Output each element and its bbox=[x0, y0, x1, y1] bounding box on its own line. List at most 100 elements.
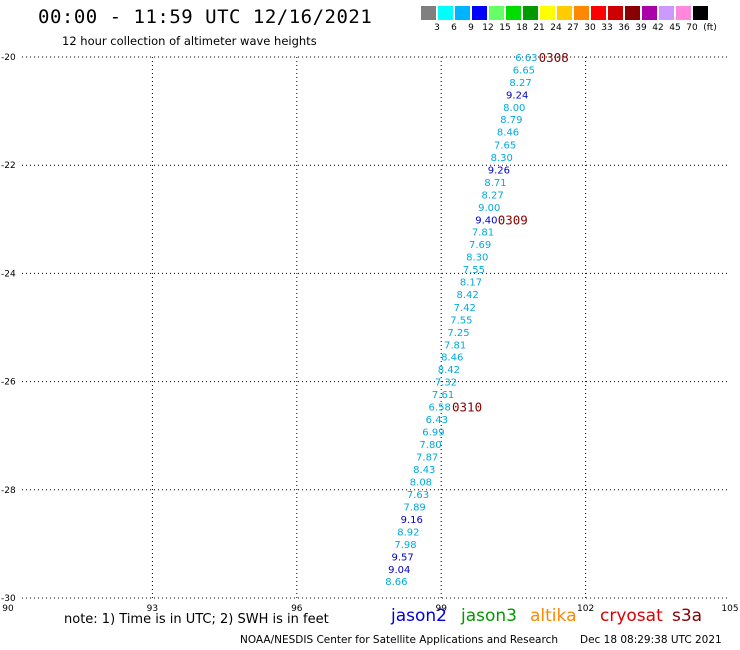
swh-value-label: 8.43 bbox=[413, 465, 435, 476]
swh-value-label: 8.42 bbox=[438, 365, 460, 376]
time-annotation: 0308 bbox=[539, 50, 569, 65]
swh-value-label: 8.79 bbox=[500, 115, 522, 126]
satellite-label-jason3: jason3 bbox=[461, 606, 517, 626]
swh-value-label: 6.43 bbox=[426, 415, 448, 426]
scale-label: 12 bbox=[482, 23, 494, 33]
x-tick-label: 96 bbox=[291, 604, 303, 614]
scale-swatch bbox=[557, 6, 572, 20]
scale-label: 30 bbox=[584, 23, 596, 33]
y-tick-label: -26 bbox=[1, 378, 16, 388]
data-point-labels: 6.636.658.279.248.008.798.467.658.309.26… bbox=[385, 53, 537, 588]
scale-swatch bbox=[574, 6, 589, 20]
scale-swatch bbox=[608, 6, 623, 20]
swh-value-label: 6.58 bbox=[429, 402, 451, 413]
x-tick-label: 90 bbox=[2, 604, 14, 614]
scale-label: 27 bbox=[567, 23, 579, 33]
swh-value-label: 8.30 bbox=[491, 153, 513, 164]
scale-swatch bbox=[455, 6, 470, 20]
scale-label: 9 bbox=[468, 23, 474, 33]
scale-label: 6 bbox=[451, 23, 457, 33]
swh-value-label: 7.98 bbox=[394, 540, 416, 551]
scale-swatch bbox=[642, 6, 657, 20]
swh-value-label: 7.69 bbox=[469, 240, 491, 251]
swh-value-label: 7.61 bbox=[432, 390, 454, 401]
satellite-label-jason2: jason2 bbox=[391, 606, 447, 626]
scale-swatch bbox=[625, 6, 640, 20]
swh-value-label: 8.17 bbox=[460, 278, 482, 289]
swh-value-label: 8.42 bbox=[456, 290, 478, 301]
x-tick-label: 102 bbox=[577, 604, 594, 614]
x-tick-label: 99 bbox=[435, 604, 447, 614]
swh-value-label: 8.71 bbox=[484, 178, 506, 189]
scale-swatch bbox=[676, 6, 691, 20]
scale-label: 70 bbox=[686, 23, 698, 33]
scale-swatch bbox=[659, 6, 674, 20]
satellite-label-cryosat: cryosat bbox=[600, 606, 663, 626]
swh-value-label: 7.32 bbox=[435, 378, 457, 389]
scale-swatch bbox=[523, 6, 538, 20]
axis-tick-labels: 90 93 96 99 102 105 -20 -22 -24 -26 -28 -30 bbox=[1, 53, 739, 614]
scale-label: 33 bbox=[601, 23, 613, 33]
swh-value-label: 6.65 bbox=[513, 65, 535, 76]
time-annotations: 0308 0309 0310 bbox=[452, 50, 569, 414]
scale-swatch bbox=[489, 6, 504, 20]
page-title: 00:00 - 11:59 UTC 12/16/2021 bbox=[38, 6, 373, 28]
footer-note: note: 1) Time is in UTC; 2) SWH is in fe… bbox=[64, 612, 329, 627]
y-tick-label: -28 bbox=[1, 486, 16, 496]
swh-value-label: 9.57 bbox=[391, 552, 413, 563]
swh-value-label: 9.26 bbox=[488, 166, 510, 177]
scale-label: 21 bbox=[533, 23, 545, 33]
footer-timestamp: Dec 18 08:29:38 UTC 2021 bbox=[580, 634, 722, 646]
scale-swatch bbox=[438, 6, 453, 20]
swh-value-label: 7.63 bbox=[407, 490, 429, 501]
scale-label: 15 bbox=[499, 23, 511, 33]
scale-label: 39 bbox=[635, 23, 647, 33]
y-tick-label: -22 bbox=[1, 161, 16, 171]
page-subtitle: 12 hour collection of altimeter wave hei… bbox=[62, 34, 317, 48]
scale-swatch bbox=[506, 6, 521, 20]
y-tick-label: -30 bbox=[1, 594, 16, 604]
swh-value-label: 8.27 bbox=[509, 78, 531, 89]
swh-value-label: 9.00 bbox=[478, 203, 500, 214]
satellite-label-s3a: s3a bbox=[672, 606, 703, 626]
swh-value-label: 7.25 bbox=[447, 328, 469, 339]
swh-value-label: 7.55 bbox=[450, 315, 472, 326]
x-tick-label: 93 bbox=[147, 604, 158, 614]
scale-swatch bbox=[693, 6, 708, 20]
swh-value-label: 6.63 bbox=[515, 53, 537, 64]
satellite-label-altika: altika bbox=[530, 606, 577, 626]
scale-swatch bbox=[540, 6, 555, 20]
scale-label: 18 bbox=[516, 23, 528, 33]
swh-value-label: 7.80 bbox=[419, 440, 441, 451]
scale-label: 45 bbox=[669, 23, 681, 33]
scale-swatch bbox=[591, 6, 606, 20]
scale-label: 3 bbox=[434, 23, 440, 33]
swh-value-label: 8.00 bbox=[503, 103, 525, 114]
swh-value-label: 7.87 bbox=[416, 452, 438, 463]
footer-credit: NOAA/NESDIS Center for Satellite Applica… bbox=[240, 634, 558, 646]
y-tick-label: -20 bbox=[1, 53, 16, 63]
swh-value-label: 8.27 bbox=[482, 190, 504, 201]
time-annotation: 0310 bbox=[452, 399, 482, 414]
swh-value-label: 9.16 bbox=[401, 515, 423, 526]
scale-label: 36 bbox=[618, 23, 630, 33]
swh-value-label: 8.92 bbox=[397, 527, 419, 538]
y-tick-label: -24 bbox=[1, 269, 16, 279]
scale-label: 24 bbox=[550, 23, 562, 33]
scale-label: 42 bbox=[652, 23, 664, 33]
swh-value-label: 8.46 bbox=[497, 128, 519, 139]
swh-value-label: 9.40 bbox=[475, 215, 497, 226]
swh-value-label: 8.08 bbox=[410, 478, 432, 489]
time-annotation: 0309 bbox=[498, 212, 528, 227]
scale-swatch bbox=[472, 6, 487, 20]
swh-value-label: 7.89 bbox=[404, 503, 426, 514]
swh-value-label: 9.24 bbox=[506, 90, 528, 101]
swh-value-label: 7.55 bbox=[463, 265, 485, 276]
chart-grid bbox=[22, 56, 730, 599]
swh-value-label: 7.81 bbox=[472, 228, 494, 239]
scale-unit-label: (ft) bbox=[703, 23, 717, 33]
swh-value-label: 8.66 bbox=[385, 577, 407, 588]
swh-value-label: 8.46 bbox=[441, 353, 463, 364]
swh-value-label: 8.30 bbox=[466, 253, 488, 264]
